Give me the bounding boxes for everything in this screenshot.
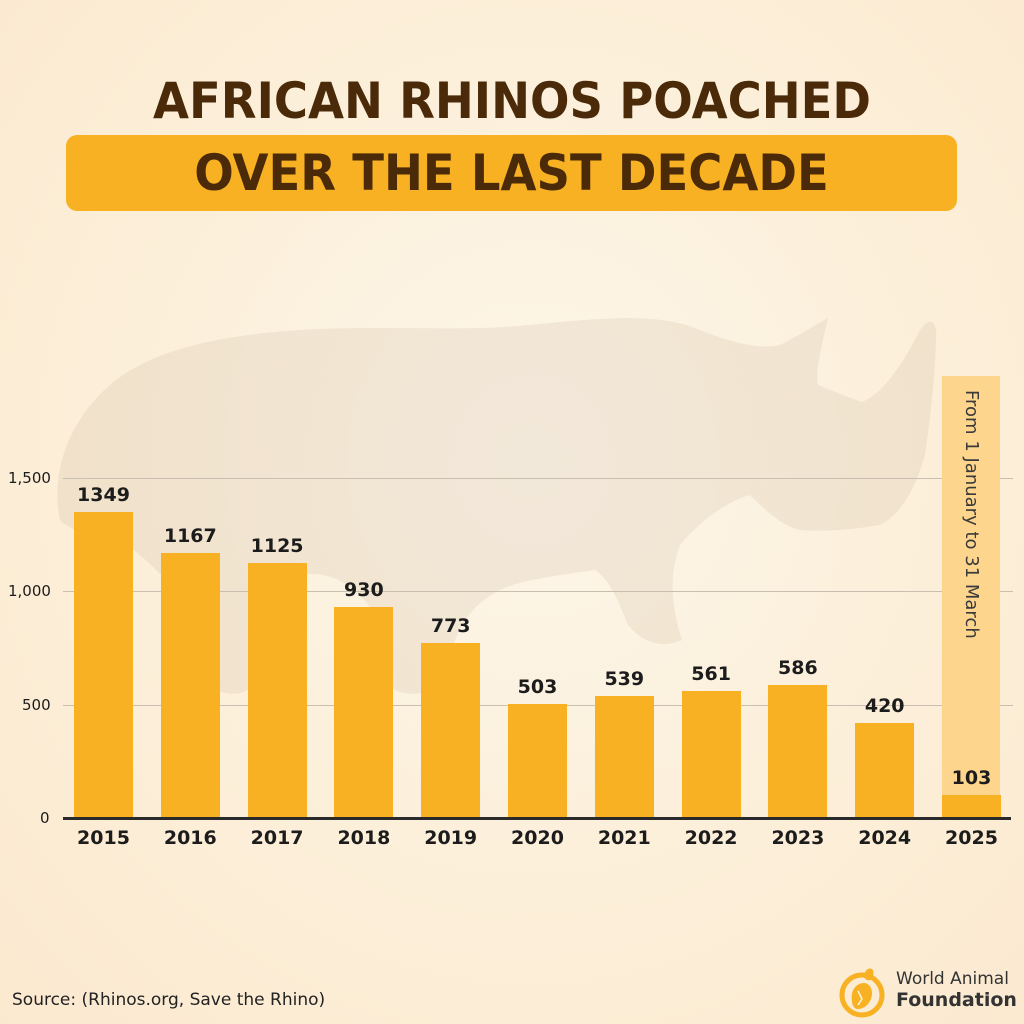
y-tick-1000: 1,000	[8, 582, 51, 600]
source-citation: Source: (Rhinos.org, Save the Rhino)	[12, 990, 326, 1010]
x-axis-label: 2017	[250, 827, 304, 849]
x-axis-label: 2021	[597, 827, 651, 849]
x-axis-label: 2019	[424, 827, 478, 849]
bar-value-label: 103	[951, 766, 992, 789]
partial-year-highlight	[942, 376, 1000, 818]
x-axis-label: 2015	[77, 827, 130, 849]
x-axis-label: 2022	[684, 827, 738, 849]
x-axis-line	[63, 817, 1011, 820]
bar-value-label: 773	[430, 614, 471, 637]
x-axis-label: 2018	[337, 827, 391, 849]
title-line-2: OVER THE LAST DECADE	[194, 144, 829, 202]
title-line-1: AFRICAN RHINOS POACHED	[153, 72, 871, 130]
title-banner: OVER THE LAST DECADE	[66, 135, 957, 211]
bar-2023	[768, 685, 828, 818]
bar-value-label: 1125	[250, 535, 304, 557]
bar-value-label: 561	[691, 662, 731, 685]
bar-2015	[74, 512, 133, 818]
bar-2019	[421, 642, 481, 818]
bar-value-label: 930	[344, 579, 384, 602]
x-axis-label: 2016	[163, 827, 217, 849]
bar-2020	[508, 703, 567, 818]
logo-text-line-1: World Animal	[896, 969, 1009, 989]
x-axis-label: 2020	[511, 827, 564, 849]
gridline-1500	[63, 478, 1013, 479]
bar-value-label: 1349	[77, 484, 130, 507]
animal-foundation-logo-icon	[839, 968, 885, 1018]
y-tick-500: 500	[22, 696, 51, 714]
partial-year-note-text: From 1 January to 31 March	[961, 390, 982, 639]
gridline-1000	[63, 591, 1013, 592]
bar-2017	[247, 563, 307, 818]
bar-2025	[942, 794, 1001, 818]
y-tick-0: 0	[40, 809, 50, 827]
world-animal-foundation-logo: World Animal Foundation	[838, 963, 1024, 1019]
x-axis-label: 2024	[858, 827, 912, 849]
x-axis-label: 2025	[945, 827, 998, 849]
y-tick-1500: 1,500	[8, 469, 51, 487]
logo-text-line-2: Foundation	[896, 989, 1017, 1011]
bar-value-label: 503	[517, 675, 558, 698]
bar-2018	[334, 607, 394, 818]
x-axis-label: 2023	[771, 827, 825, 849]
bar-value-label: 420	[864, 694, 905, 717]
bar-2016	[160, 553, 220, 818]
bar-2021	[594, 695, 654, 818]
bar-value-label: 1167	[163, 525, 217, 548]
bar-value-label: 539	[604, 667, 645, 690]
bar-value-label: 586	[778, 657, 818, 680]
bar-2022	[681, 690, 741, 818]
partial-year-note: From 1 January to 31 March	[942, 376, 1000, 776]
bar-2024	[855, 722, 915, 818]
